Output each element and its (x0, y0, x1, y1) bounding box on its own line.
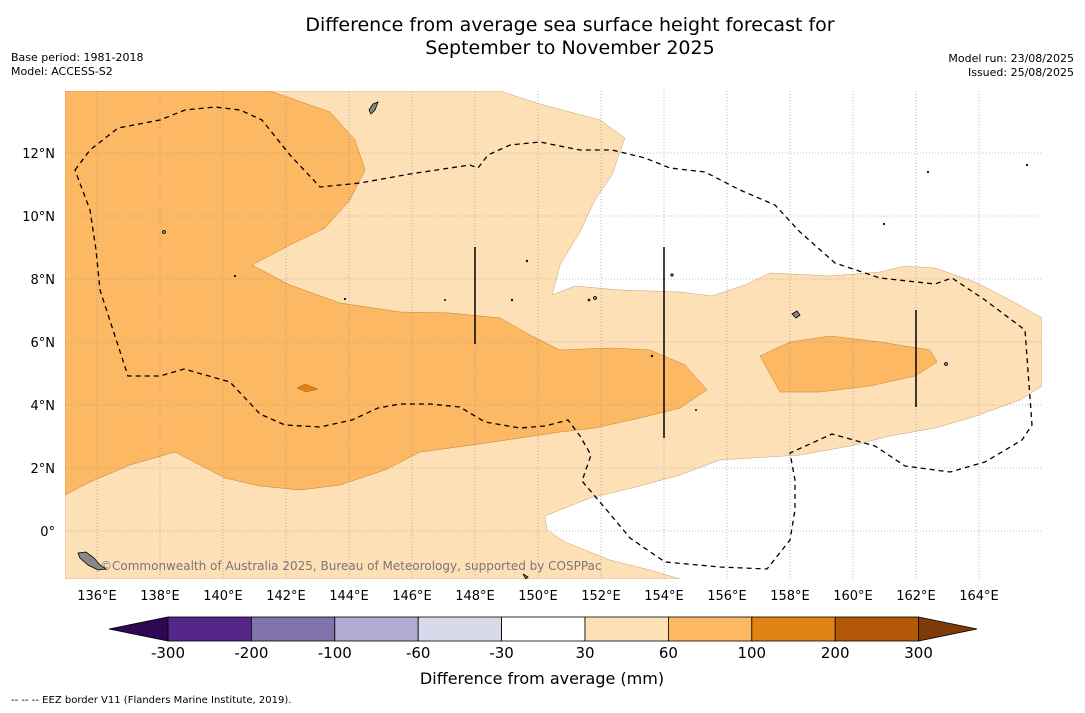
eez-border-west (74, 106, 1033, 570)
lon-tick-156e: 156°E (707, 589, 747, 604)
lon-tick-140e: 140°E (203, 589, 243, 604)
lat-tick-6n: 6°N (31, 336, 56, 351)
island-kosrae (944, 362, 948, 366)
lon-tick-144e: 144°E (329, 589, 369, 604)
eez-borders (74, 106, 1033, 570)
lon-tick-164e: 164°E (959, 589, 999, 604)
cbar-tick-8: 100 (737, 644, 766, 662)
colorbar-swatch-2 (250, 616, 336, 642)
meta-right: Model run: 23/08/2025 Issued: 25/08/2025 (948, 52, 1074, 80)
island-pohnpei (791, 310, 801, 319)
meta-left: Base period: 1981-2018 Model: ACCESS-S2 (11, 51, 143, 79)
lon-tick-154e: 154°E (644, 589, 684, 604)
island-guam (368, 101, 379, 115)
lon-tick-152e: 152°E (581, 589, 621, 604)
contour-100-200 (296, 383, 319, 393)
colorbar-swatch-1 (167, 616, 252, 642)
island-palau (77, 551, 108, 571)
cbar-tick-10: 300 (904, 644, 933, 662)
boundary-lines (474, 247, 917, 438)
colorbar-swatch-8 (751, 616, 836, 642)
colorbar-label: Difference from average (mm) (420, 669, 664, 688)
cbar-tick-3: -100 (318, 644, 352, 662)
lon-tick-142e: 142°E (266, 589, 306, 604)
colorbar-extend-low (108, 616, 169, 642)
map-title: Difference from average sea surface heig… (0, 14, 1085, 60)
lat-tick-0: 0° (40, 525, 55, 540)
lon-tick-136e: 136°E (77, 589, 117, 604)
cbar-tick-1: -300 (151, 644, 185, 662)
lon-tick-138e: 138°E (140, 589, 180, 604)
model-run: Model run: 23/08/2025 (948, 52, 1074, 65)
title-line-1: Difference from average sea surface heig… (305, 14, 835, 36)
colorbar-extend-high (918, 616, 978, 642)
lon-tick-148e: 148°E (455, 589, 495, 604)
cbar-tick-4: -60 (406, 644, 431, 662)
colorbar (108, 616, 978, 642)
cbar-tick-5: -30 (489, 644, 514, 662)
contour-60-100-west (65, 91, 708, 496)
colorbar-swatch-3 (334, 616, 419, 642)
lat-tick-12n: 12°N (22, 147, 55, 162)
colorbar-swatch-5 (501, 616, 586, 642)
base-period: Base period: 1981-2018 (11, 51, 144, 64)
lon-tick-labels: 136°E 138°E 140°E 142°E 144°E 146°E 148°… (77, 589, 999, 604)
gridlines (65, 91, 1042, 579)
colorbar-swatch-9 (834, 616, 920, 642)
colorbar-tick-labels: -300 -200 -100 -60 -30 30 60 100 200 300 (151, 644, 933, 662)
model-name: Model: ACCESS-S2 (11, 65, 113, 78)
islands (77, 101, 1029, 579)
title-line-2: September to November 2025 (425, 37, 715, 59)
colorbar-swatch-6 (584, 616, 669, 642)
contour-60-100-east (759, 335, 938, 393)
island-chuuk (670, 273, 674, 277)
credit-text: ©Commonwealth of Australia 2025, Bureau … (100, 559, 602, 573)
colorbar-swatch-7 (668, 616, 753, 642)
lon-tick-162e: 162°E (896, 589, 936, 604)
lon-tick-150e: 150°E (518, 589, 558, 604)
lat-tick-8n: 8°N (31, 273, 56, 288)
lat-tick-10n: 10°N (22, 210, 55, 225)
lat-tick-2n: 2°N (31, 462, 56, 477)
lon-tick-160e: 160°E (833, 589, 873, 604)
colorbar-swatch-4 (417, 616, 503, 642)
cbar-tick-6: 30 (575, 644, 594, 662)
lat-tick-4n: 4°N (31, 399, 56, 414)
footer-note: -- -- -- EEZ border V11 (Flanders Marine… (11, 695, 292, 706)
map-plot-area: ©Commonwealth of Australia 2025, Bureau … (65, 91, 1042, 579)
cbar-tick-9: 200 (821, 644, 850, 662)
issued-date: Issued: 25/08/2025 (967, 66, 1074, 79)
cbar-tick-7: 60 (659, 644, 678, 662)
cbar-tick-2: -200 (234, 644, 268, 662)
lon-tick-158e: 158°E (770, 589, 810, 604)
lat-tick-labels: 12°N 10°N 8°N 6°N 4°N 2°N 0° (22, 147, 55, 540)
lon-tick-146e: 146°E (392, 589, 432, 604)
